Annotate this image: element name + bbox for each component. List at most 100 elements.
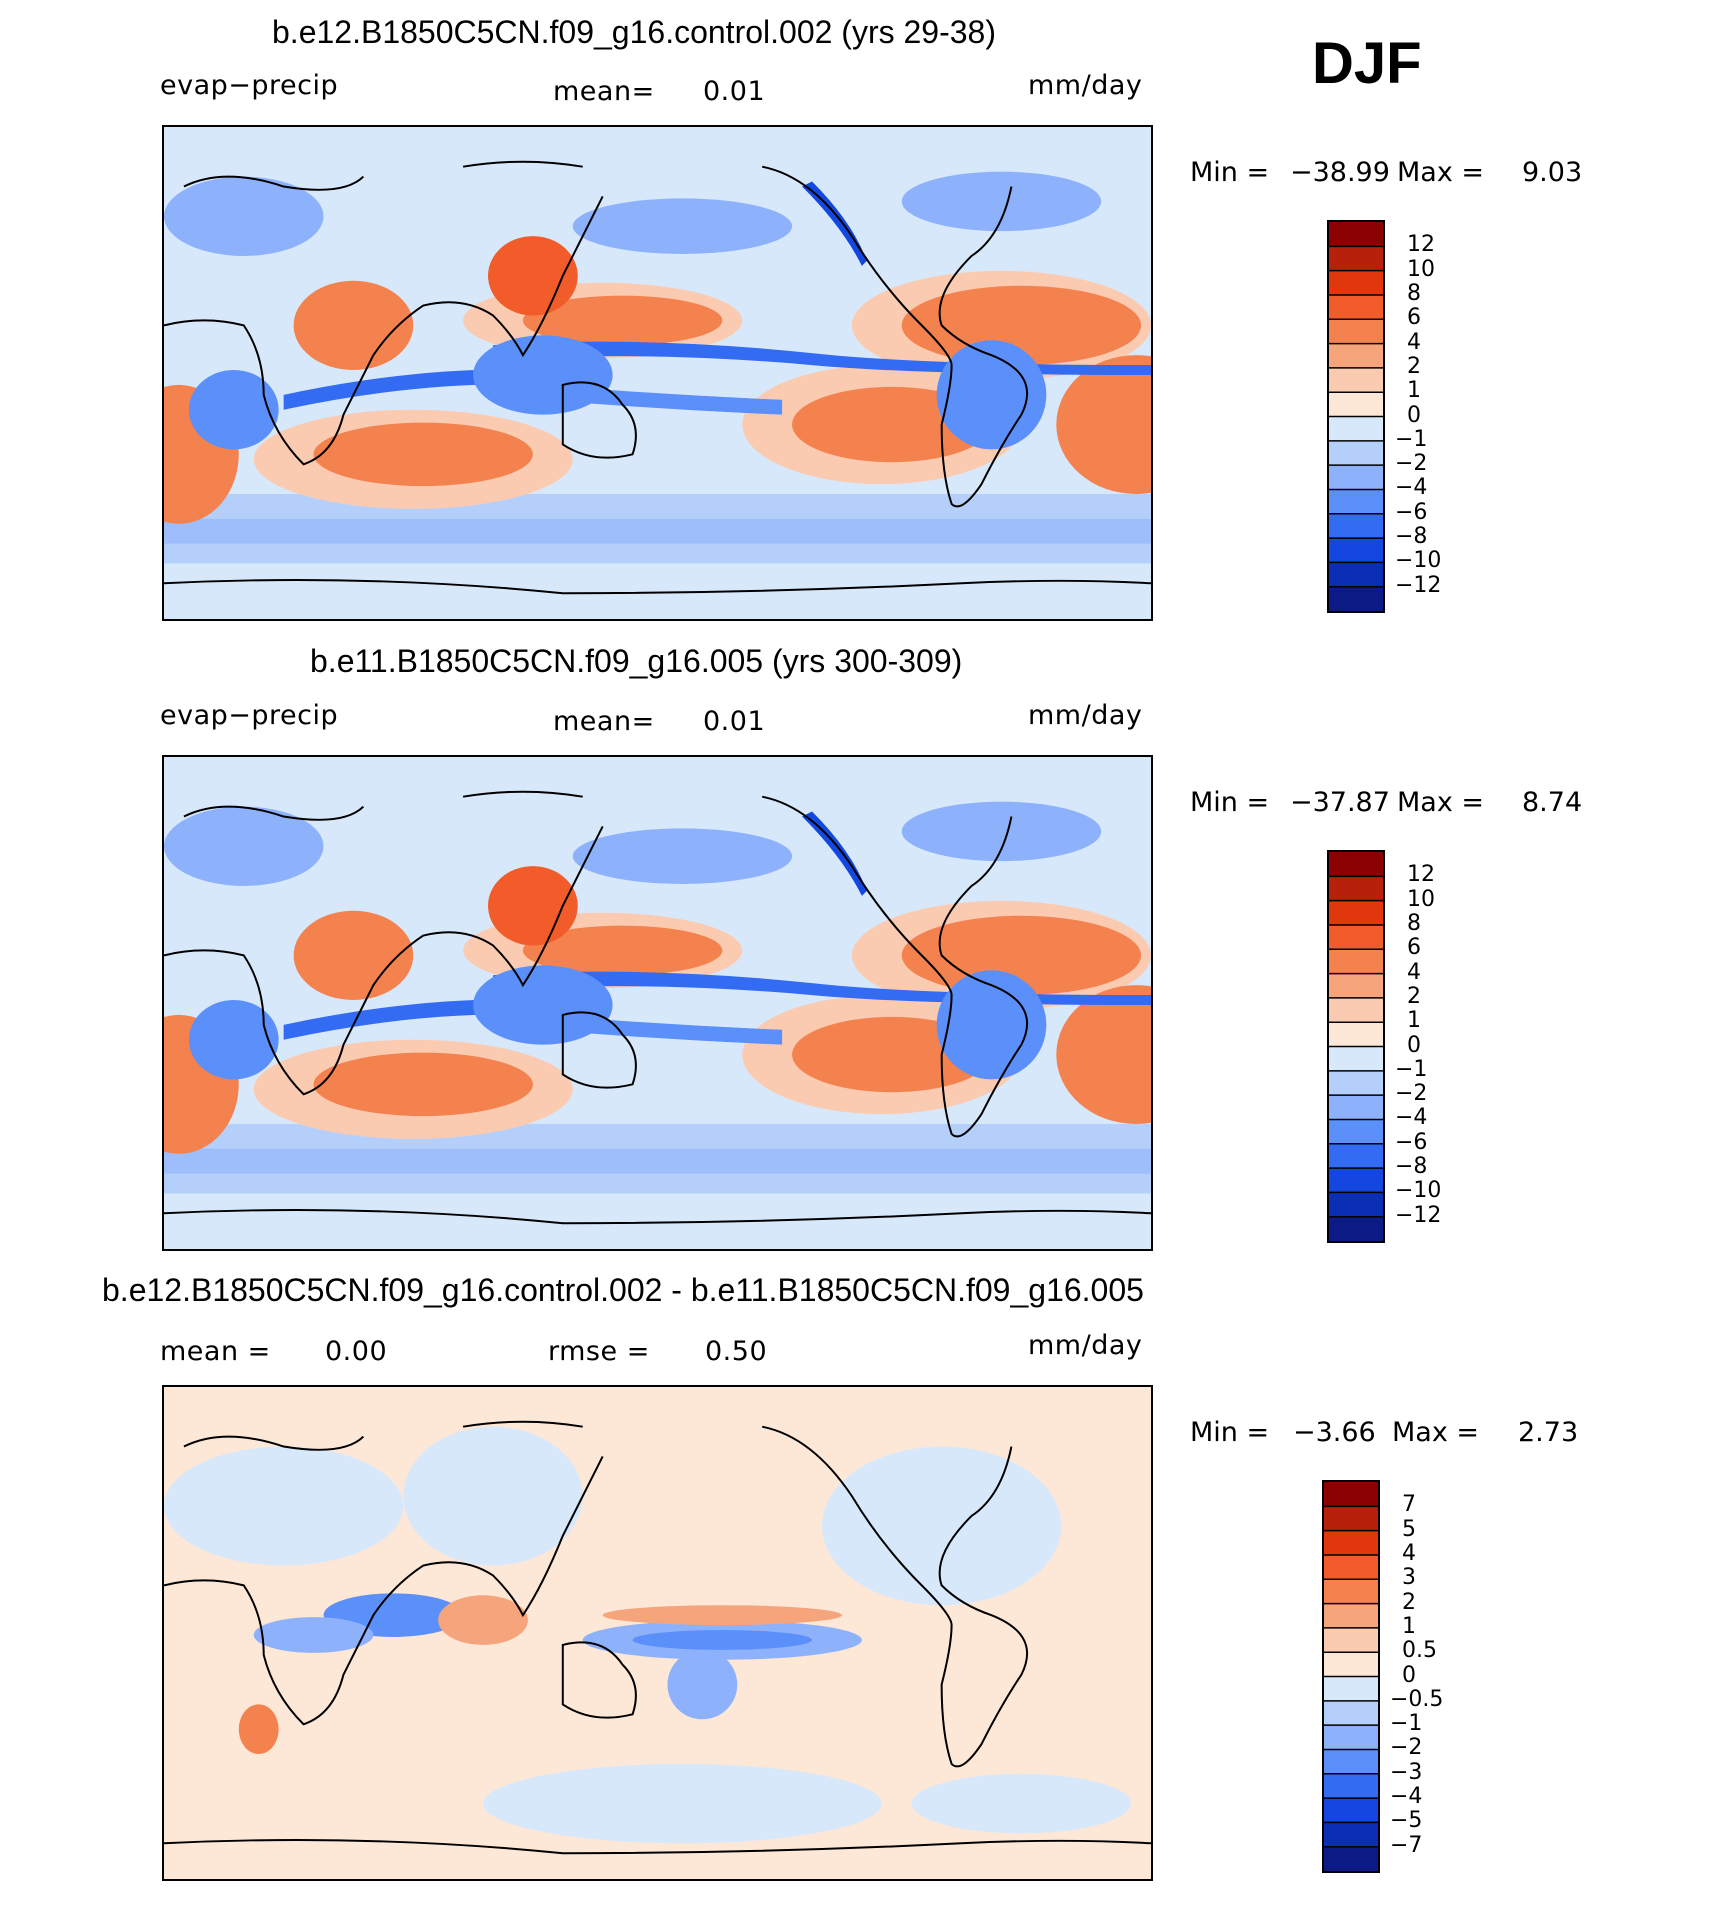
colorbar-tick-label: 4 [1402,1540,1416,1566]
colorbar-swatch [1324,1627,1378,1653]
colorbar-swatch [1324,1725,1378,1750]
panel3-max-value: 2.73 [1518,1417,1579,1448]
colorbar-tick-label: 8 [1407,280,1421,306]
panel2-units: mm/day [1028,700,1143,731]
colorbar-tick-label: −4 [1390,1784,1423,1810]
panel3-min-value: −3.66 [1293,1417,1376,1448]
colorbar-svg [1329,852,1383,1241]
colorbar-swatch [1329,973,1383,998]
colorbar-swatch [1324,1579,1378,1604]
colorbar-swatch [1329,343,1383,368]
colorbar-swatch [1329,876,1383,901]
colorbar-tick-label: −2 [1390,1735,1423,1761]
panel2-min-label: Min = [1190,787,1270,818]
colorbar-tick-label: −7 [1390,1832,1423,1858]
season-label: DJF [1312,31,1422,96]
colorbar-tick-label: −8 [1395,524,1428,550]
colorbar-swatch [1329,246,1383,271]
colorbar-tick-label: 5 [1402,1516,1416,1542]
colorbar-swatch [1324,1530,1378,1555]
colorbar-tick-label: −2 [1395,451,1428,477]
panel2-mean-value: 0.01 [703,706,766,737]
panel3-units: mm/day [1028,1330,1143,1361]
colorbar-swatch [1329,392,1383,417]
colorbar-swatch [1329,1046,1383,1071]
panel3-mean-label: mean = [160,1336,271,1367]
colorbar-tick-label: −1 [1395,1056,1428,1082]
panel1-map [162,125,1153,621]
colorbar-tick-label: 0 [1402,1662,1416,1688]
panel2-title: b.e11.B1850C5CN.f09_g16.005 (yrs 300-309… [310,643,963,679]
colorbar-swatch [1329,222,1383,247]
colorbar-swatch [1329,562,1383,587]
colorbar-swatch [1329,489,1383,514]
colorbar-swatch [1329,270,1383,295]
colorbar-swatch [1329,294,1383,320]
colorbar-tick-label: −6 [1395,499,1428,525]
colorbar-tick-label: 0.5 [1402,1638,1437,1664]
panel1-variable-label: evap−precip [160,70,339,101]
colorbar-swatch [1329,1119,1383,1144]
colorbar-tick-label: 1 [1407,1008,1421,1034]
colorbar-swatch [1329,465,1383,490]
colorbar-swatch [1329,900,1383,925]
colorbar-tick-label: −2 [1395,1081,1428,1107]
colorbar-tick-label: −3 [1390,1759,1423,1785]
panel3-map-svg [164,1387,1151,1879]
colorbar-tick-label: −5 [1390,1808,1423,1834]
colorbar-swatch [1329,1143,1383,1169]
panel1-title: b.e12.B1850C5CN.f09_g16.control.002 (yrs… [272,14,996,50]
colorbar-swatch [1329,416,1383,441]
colorbar-tick-label: −1 [1395,426,1428,452]
colorbar-tick-label: 12 [1407,232,1435,258]
colorbar-swatch [1329,319,1383,344]
panel2-map [162,755,1153,1251]
panel2-min-value: −37.87 [1290,787,1390,818]
colorbar-swatch [1329,949,1383,974]
colorbar-swatch [1329,538,1383,563]
colorbar-tick-label: −10 [1395,548,1442,574]
panel1-max-value: 9.03 [1522,157,1583,188]
panel3-mean-value: 0.00 [325,1336,388,1367]
panel2-mean-label: mean= [553,706,655,737]
colorbar-swatch [1324,1700,1378,1726]
colorbar-tick-label: 4 [1407,329,1421,355]
colorbar-tick-label: −0.5 [1390,1686,1444,1712]
colorbar-swatch [1324,1822,1378,1847]
colorbar-swatch [1324,1798,1378,1823]
colorbar-swatch [1324,1676,1378,1701]
colorbar-tick-label: −12 [1395,1202,1442,1228]
colorbar-tick-label: 1 [1407,378,1421,404]
colorbar-tick-label: 2 [1407,983,1421,1009]
colorbar-tick-label: 6 [1407,305,1421,331]
colorbar-tick-label: 10 [1407,256,1435,282]
colorbar-swatch [1329,852,1383,877]
panel1-min-value: −38.99 [1290,157,1390,188]
colorbar-svg [1324,1482,1378,1871]
colorbar-swatch [1329,1095,1383,1120]
colorbar-swatch [1324,1749,1378,1774]
colorbar-tick-label: −6 [1395,1129,1428,1155]
colorbar-tick-label: 0 [1407,1032,1421,1058]
colorbar-swatch [1324,1773,1378,1799]
colorbar-tick-label: 4 [1407,959,1421,985]
colorbar-swatch [1324,1846,1378,1871]
panel3-rmse-label: rmse = [548,1336,650,1367]
colorbar-tick-label: 12 [1407,862,1435,888]
panel1-mean-label: mean= [553,76,655,107]
colorbar-swatch [1329,440,1383,466]
colorbar-tick-label: −4 [1395,475,1428,501]
colorbar-tick-label: 2 [1402,1589,1416,1615]
colorbar-tick-label: 7 [1402,1492,1416,1518]
panel1-mean-value: 0.01 [703,76,766,107]
colorbar-tick-label: 1 [1402,1613,1416,1639]
colorbar-tick-label: −1 [1390,1711,1423,1737]
colorbar-tick-label: 3 [1402,1565,1416,1591]
panel3-title: b.e12.B1850C5CN.f09_g16.control.002 - b.… [102,1272,1144,1308]
panel2-max-value: 8.74 [1522,787,1583,818]
panel1-map-svg [164,127,1151,619]
panel1-min-label: Min = [1190,157,1270,188]
colorbar-swatch [1324,1506,1378,1531]
colorbar-swatch [1324,1652,1378,1677]
colorbar-tick-label: 10 [1407,886,1435,912]
